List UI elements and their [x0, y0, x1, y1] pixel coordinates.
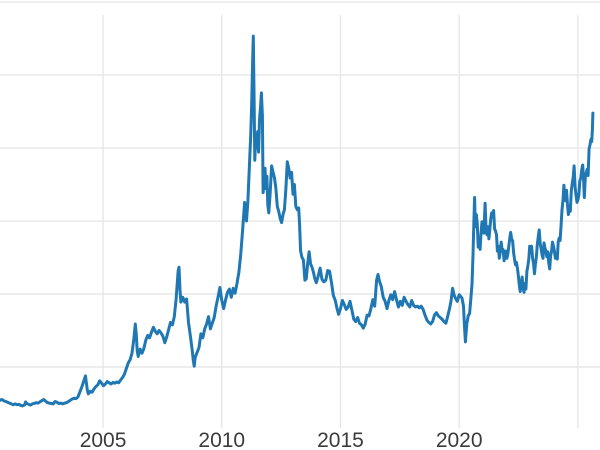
x-tick-label: 2005 — [80, 429, 127, 450]
x-tick-label: 2020 — [436, 429, 483, 450]
x-tick-label: 2015 — [317, 429, 364, 450]
x-tick-label: 2010 — [198, 429, 245, 450]
price-line — [0, 34, 595, 408]
